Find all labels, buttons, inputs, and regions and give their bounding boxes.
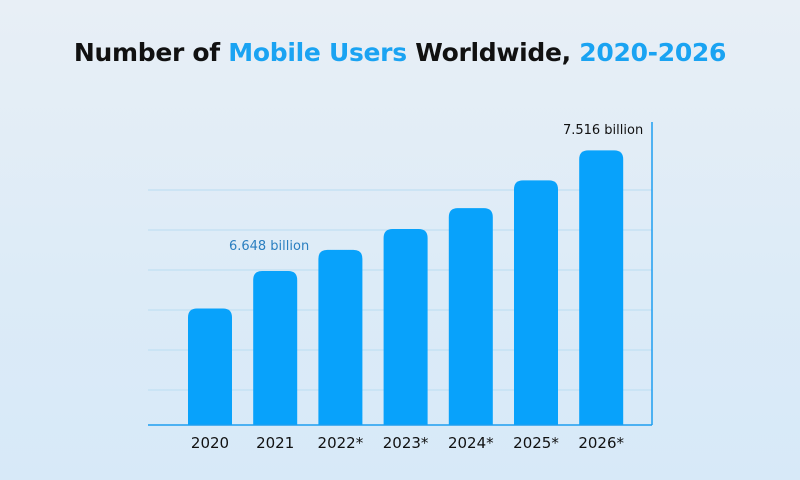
bars bbox=[188, 150, 624, 425]
x-tick-label: 2020 bbox=[191, 434, 229, 452]
title-part-accent: Mobile Users bbox=[228, 38, 407, 67]
bar-2020 bbox=[188, 308, 232, 425]
x-tick-label: 2026* bbox=[578, 434, 624, 452]
bar-2021 bbox=[253, 270, 298, 425]
title-part-accent: 2020-2026 bbox=[579, 38, 727, 67]
x-tick-label: 2023* bbox=[383, 434, 429, 452]
x-tick-label: 2024* bbox=[448, 434, 494, 452]
axes bbox=[148, 122, 653, 426]
chart-title: Number of Mobile Users Worldwide, 2020-2… bbox=[0, 38, 800, 67]
bar-2023 bbox=[383, 229, 428, 425]
x-tick-labels: 2020 2021 2022* 2023* 2024* 2025* 2026* bbox=[191, 434, 625, 452]
title-part: Worldwide, bbox=[406, 38, 580, 67]
bar-2022 bbox=[318, 249, 363, 425]
annotations: 6.648 billion 7.516 billion bbox=[229, 123, 643, 254]
title-part: Number of bbox=[73, 38, 229, 67]
bar-2024 bbox=[448, 208, 493, 425]
data-label: 7.516 billion bbox=[563, 123, 643, 138]
x-tick-label: 2022* bbox=[318, 434, 364, 452]
data-label: 6.648 billion bbox=[229, 239, 309, 254]
x-tick-label: 2025* bbox=[513, 434, 559, 452]
bar-2026 bbox=[579, 150, 624, 425]
x-tick-label: 2021 bbox=[256, 434, 294, 452]
bar-2025 bbox=[514, 180, 558, 425]
